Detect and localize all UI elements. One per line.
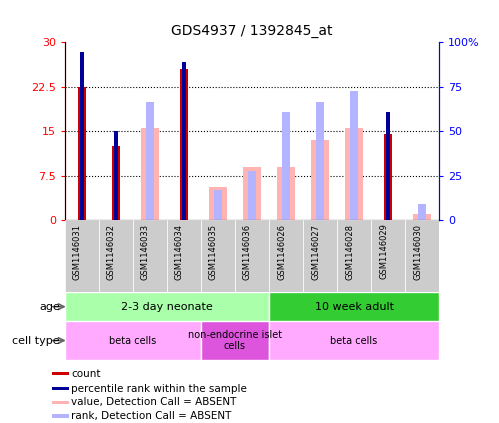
Text: GSM1146030: GSM1146030 [413, 223, 422, 280]
Text: rank, Detection Call = ABSENT: rank, Detection Call = ABSENT [71, 411, 232, 421]
Bar [276, 167, 295, 220]
Bar [141, 128, 159, 220]
Text: GSM1146029: GSM1146029 [379, 223, 388, 280]
Text: 2-3 day neonate: 2-3 day neonate [121, 302, 213, 312]
Bar [311, 140, 329, 220]
Bar [52, 372, 69, 375]
Text: cell type: cell type [12, 335, 60, 346]
Text: GSM1146036: GSM1146036 [243, 223, 252, 280]
Bar [65, 321, 201, 360]
Text: GSM1146032: GSM1146032 [107, 223, 116, 280]
Bar [112, 146, 120, 220]
Bar [269, 220, 303, 292]
Bar [405, 220, 439, 292]
Bar [418, 204, 426, 220]
Bar [65, 292, 269, 321]
Bar [78, 87, 86, 220]
Bar [146, 102, 154, 220]
Bar [386, 112, 390, 220]
Bar [303, 220, 337, 292]
Bar [52, 401, 69, 404]
Bar [201, 220, 235, 292]
Bar [180, 69, 188, 220]
Bar [384, 134, 392, 220]
Text: GSM1146033: GSM1146033 [141, 223, 150, 280]
Text: age: age [39, 302, 60, 312]
Bar [133, 220, 167, 292]
Bar [282, 112, 290, 220]
Text: GSM1146028: GSM1146028 [345, 223, 354, 280]
Bar [248, 171, 256, 220]
Bar [235, 220, 269, 292]
Text: GSM1146034: GSM1146034 [175, 223, 184, 280]
Text: beta cells: beta cells [330, 335, 378, 346]
Bar [65, 220, 99, 292]
Bar [80, 52, 84, 220]
Bar [345, 128, 363, 220]
Text: beta cells: beta cells [109, 335, 157, 346]
Bar [243, 167, 261, 220]
Text: GSM1146035: GSM1146035 [209, 223, 218, 280]
Bar [350, 91, 358, 220]
Bar [201, 321, 269, 360]
Bar [316, 102, 324, 220]
Text: GSM1146027: GSM1146027 [311, 223, 320, 280]
Text: count: count [71, 369, 101, 379]
Bar [114, 131, 118, 220]
Text: percentile rank within the sample: percentile rank within the sample [71, 384, 247, 393]
Bar [182, 62, 186, 220]
Bar [52, 415, 69, 418]
Text: 10 week adult: 10 week adult [314, 302, 394, 312]
Bar [99, 220, 133, 292]
Bar [269, 292, 439, 321]
Bar [209, 187, 228, 220]
Bar [214, 190, 222, 220]
Bar [52, 387, 69, 390]
Bar [413, 214, 432, 220]
Text: GSM1146026: GSM1146026 [277, 223, 286, 280]
Bar [337, 220, 371, 292]
Bar [167, 220, 201, 292]
Text: value, Detection Call = ABSENT: value, Detection Call = ABSENT [71, 397, 237, 407]
Text: GSM1146031: GSM1146031 [73, 223, 82, 280]
Bar [371, 220, 405, 292]
Title: GDS4937 / 1392845_at: GDS4937 / 1392845_at [171, 25, 333, 38]
Bar [269, 321, 439, 360]
Text: non-endocrine islet
cells: non-endocrine islet cells [188, 330, 282, 352]
